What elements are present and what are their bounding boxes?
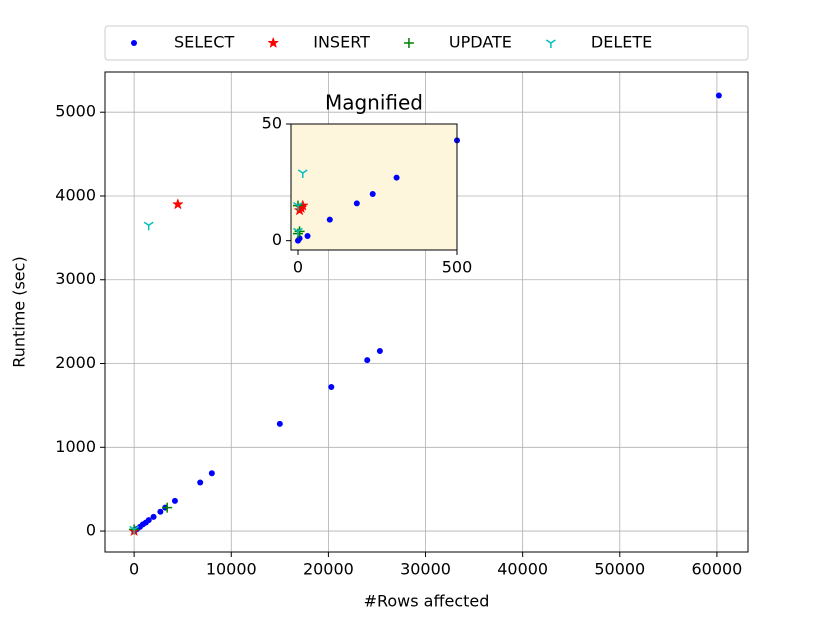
y-tick-label: 1000 — [55, 437, 96, 456]
point — [304, 233, 311, 239]
x-tick-label: 500 — [442, 258, 473, 277]
x-tick-label: 30000 — [400, 560, 451, 579]
point — [150, 513, 157, 520]
plot-frame — [104, 71, 749, 553]
point — [328, 383, 335, 390]
point — [208, 470, 215, 477]
y-axis-label: Runtime (sec) — [10, 256, 29, 367]
point — [294, 237, 301, 244]
x-tick-label: 60000 — [691, 560, 742, 579]
plot-frame — [290, 123, 458, 251]
legend-label: SELECT — [174, 33, 234, 52]
y-tick-label: 50 — [262, 114, 282, 133]
y-tick-label: 3000 — [55, 269, 96, 288]
x-tick-label: 10000 — [206, 560, 257, 579]
y-tick-label: 5000 — [55, 102, 96, 121]
legend-marker — [131, 40, 137, 46]
x-tick-label: 20000 — [303, 560, 354, 579]
point — [171, 198, 184, 210]
point — [293, 204, 306, 216]
y-tick-label: 4000 — [55, 185, 96, 204]
point — [297, 169, 308, 178]
point — [294, 226, 305, 237]
point — [293, 227, 303, 237]
legend-label: UPDATE — [449, 33, 512, 52]
x-axis-label: #Rows affected — [364, 592, 490, 611]
x-tick-label: 40000 — [497, 560, 548, 579]
x-tick-label: 0 — [293, 258, 303, 277]
point — [276, 420, 283, 427]
point — [143, 221, 154, 231]
point — [197, 479, 204, 486]
x-tick-label: 0 — [129, 560, 139, 579]
legend-label: DELETE — [591, 33, 652, 52]
y-tick-label: 0 — [272, 230, 282, 249]
point — [369, 191, 376, 197]
y-tick-label: 0 — [86, 521, 96, 540]
point — [326, 216, 333, 223]
point — [129, 525, 140, 535]
point — [715, 92, 722, 99]
legend-label: INSERT — [313, 33, 370, 52]
point — [376, 347, 383, 354]
legend — [104, 25, 749, 61]
legend-marker — [403, 38, 414, 48]
chart-title: Magnified — [325, 91, 423, 115]
legend-marker — [545, 39, 556, 48]
x-tick-label: 50000 — [594, 560, 645, 579]
point — [157, 508, 164, 515]
y-tick-label: 2000 — [55, 353, 96, 372]
point — [393, 174, 400, 181]
point — [162, 502, 173, 513]
legend-marker — [267, 36, 280, 49]
point — [364, 357, 371, 364]
point — [353, 200, 360, 207]
point — [171, 497, 178, 504]
point — [293, 202, 303, 211]
plot-area — [291, 124, 457, 250]
